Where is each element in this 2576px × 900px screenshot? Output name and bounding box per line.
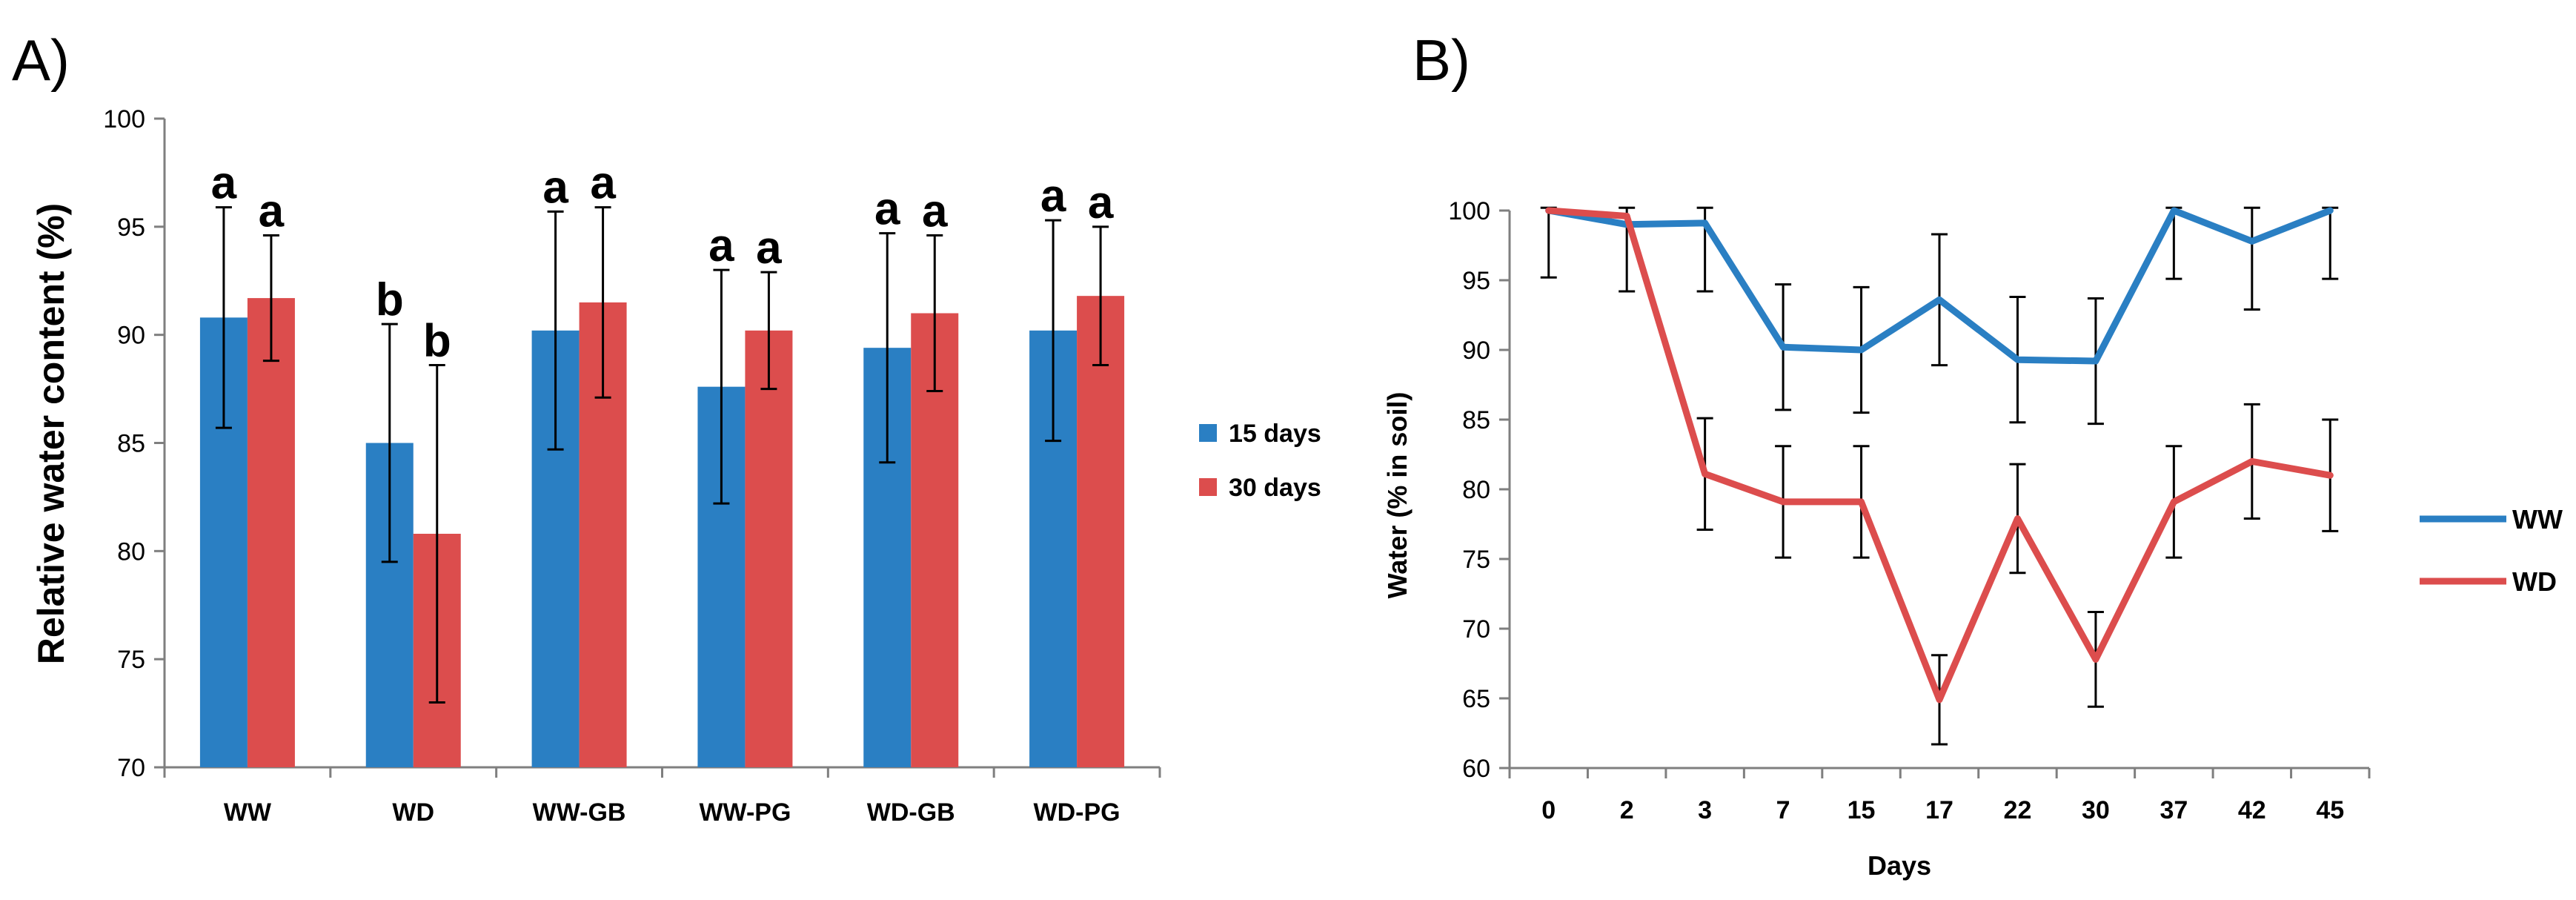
panel-a-legend-label: 30 days <box>1229 474 1321 502</box>
panel-a-x-tick-label: WW-PG <box>699 798 791 827</box>
panel-b-x-tick-label: 15 <box>1848 796 1876 824</box>
panel-a-significance-letter: a <box>590 158 616 209</box>
panel-b-series-line-wd <box>1545 207 2334 704</box>
panel-a-significance-letter: a <box>922 186 948 237</box>
panel-a-significance-letter: a <box>756 222 782 274</box>
panel-a-significance-letter: a <box>211 158 237 209</box>
panel-b-y-tick-label: 60 <box>1462 755 1490 783</box>
panel-b-y-tick-label: 65 <box>1462 685 1490 713</box>
panel-b-y-tick-label: 95 <box>1462 267 1490 295</box>
panel-a-y-tick-label: 95 <box>117 214 145 242</box>
panel-a-significance-letter: a <box>708 220 734 271</box>
panel-a-bars <box>199 296 1125 768</box>
panel-a-x-tick-label: WD-PG <box>1034 798 1121 827</box>
panel-b-y-tick-label: 100 <box>1448 197 1490 225</box>
panel-b-line-chart: B) Water (% in soil) Days 60657075808590… <box>1382 27 2563 881</box>
panel-a-x-tick-label: WW <box>224 798 272 827</box>
panel-a-bar <box>1077 296 1125 768</box>
panel-b-x-tick-label: 17 <box>1925 796 1953 824</box>
panel-a-y-tick-label: 70 <box>117 754 145 782</box>
panel-b-y-tick-label: 85 <box>1462 406 1490 434</box>
panel-a-significance-letter: b <box>423 316 451 367</box>
panel-a-axes: 70 75 80 85 90 95 100 WW WD WW-GB WW-PG WD-GB WD-PG <box>103 105 1161 827</box>
panel-b-x-tick-label: 42 <box>2238 796 2266 824</box>
panel-a-bar-chart: A) Relative water content (%) 70 75 80 85 90… <box>12 27 1321 827</box>
panel-a-bar <box>745 330 793 767</box>
panel-a-y-tick-label: 75 <box>117 646 145 674</box>
panel-a-significance-letter: a <box>542 162 568 213</box>
panel-a-y-tick-label: 80 <box>117 537 145 566</box>
panel-b-series-lines <box>1545 207 2334 704</box>
panel-b-y-tick-label: 80 <box>1462 476 1490 504</box>
panel-b-y-tick-label: 70 <box>1462 615 1490 643</box>
panel-a-legend-label: 15 days <box>1229 420 1321 448</box>
panel-b-y-tick-label: 75 <box>1462 546 1490 574</box>
panel-a-x-tick-label: WW-GB <box>533 798 626 827</box>
panel-b-series-line-ww <box>1545 207 2334 365</box>
panel-b-legend-label: WD <box>2512 566 2557 597</box>
panel-b-legend-label: WW <box>2512 504 2563 535</box>
panel-b-x-tick-label: 2 <box>1620 796 1634 824</box>
panel-b-legend: WW WD <box>2420 504 2563 597</box>
panel-a-error-bars <box>215 206 1109 704</box>
panel-a-significance-letter: a <box>1088 177 1114 228</box>
panel-a-significance-letter: a <box>1040 171 1066 222</box>
panel-a-legend: 15 days 30 days <box>1199 420 1321 502</box>
panel-a-y-axis-label: Relative water content (%) <box>30 203 72 664</box>
panel-b-x-tick-label: 0 <box>1541 796 1556 824</box>
panel-b-x-axis-label: Days <box>1868 850 1931 881</box>
panel-a-legend-swatch <box>1199 478 1217 496</box>
panel-b-x-tick-label: 7 <box>1776 796 1790 824</box>
panel-a-significance-letter: b <box>376 274 404 325</box>
panel-a-significance-letter: a <box>259 186 285 237</box>
panel-label-b: B) <box>1413 27 1470 93</box>
panel-b-y-tick-label: 90 <box>1462 337 1490 365</box>
panel-a-significance-letter: a <box>874 184 900 235</box>
panel-a-y-tick-label: 90 <box>117 322 145 350</box>
panel-a-y-tick-label: 100 <box>103 105 145 133</box>
panel-label-a: A) <box>12 27 70 93</box>
panel-a-legend-swatch <box>1199 424 1217 442</box>
panel-a-bar <box>247 298 295 767</box>
panel-b-x-tick-label: 3 <box>1698 796 1712 824</box>
panel-b-x-tick-label: 30 <box>2082 796 2110 824</box>
panel-a-x-tick-label: WD <box>392 798 434 827</box>
panel-b-x-tick-label: 45 <box>2316 796 2344 824</box>
panel-b-x-tick-label: 22 <box>2004 796 2032 824</box>
panel-b-y-axis-label: Water (% in soil) <box>1382 392 1413 599</box>
panel-a-x-tick-label: WD-GB <box>867 798 955 827</box>
panel-b-x-tick-label: 37 <box>2160 796 2188 824</box>
panel-a-y-tick-label: 85 <box>117 430 145 458</box>
